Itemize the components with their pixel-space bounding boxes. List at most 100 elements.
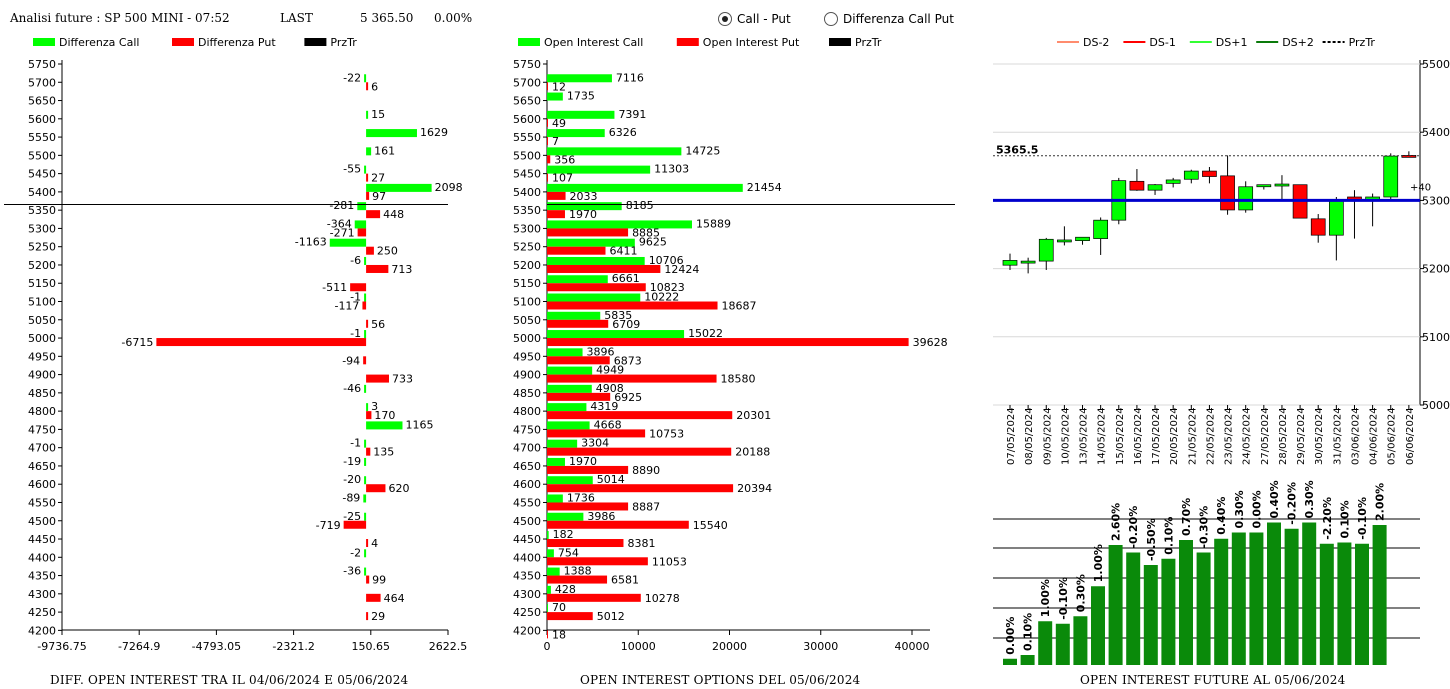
- call-diff-bar: [364, 457, 367, 466]
- call-diff-bar: [364, 384, 367, 393]
- call-diff-label: -36: [343, 565, 361, 578]
- date-label: 31/05/2024: [1332, 407, 1343, 465]
- candle-body: [1383, 155, 1399, 198]
- call-oi-bar: [547, 512, 584, 521]
- put-diff-bar: [366, 539, 369, 548]
- call-oi-label: 7116: [616, 71, 644, 84]
- y-tick-label: 4300: [513, 588, 541, 601]
- put-oi-label: 20394: [737, 482, 772, 495]
- future-oi-bar: [1196, 552, 1211, 665]
- put-oi-label: 12: [552, 80, 566, 93]
- y-tick-label: 5100: [513, 296, 541, 309]
- y-tick-label: 4750: [28, 423, 56, 436]
- legend-label: Open Interest Put: [703, 36, 800, 49]
- header-title: Analisi future : SP 500 MINI - 07:52: [10, 11, 230, 25]
- y-tick-label: 5350: [513, 204, 541, 217]
- put-diff-bar: [350, 283, 367, 292]
- radio-diff-label: Differenza Call Put: [843, 12, 954, 26]
- call-diff-label: -19: [343, 455, 361, 468]
- call-diff-bar: [364, 330, 367, 339]
- call-diff-bar: [364, 293, 367, 302]
- date-label: 28/05/2024: [1278, 407, 1289, 465]
- future-oi-label: 0.70%: [1180, 498, 1193, 536]
- legend-label: Differenza Call: [59, 36, 139, 49]
- put-oi-label: 6925: [614, 391, 642, 404]
- put-diff-label: 97: [372, 190, 386, 203]
- candle-body: [1183, 170, 1199, 180]
- candle-body: [1165, 179, 1181, 184]
- future-oi-label: -0.10%: [1057, 577, 1070, 620]
- call-diff-label: -1: [350, 327, 361, 340]
- future-oi-bar: [1108, 545, 1123, 665]
- put-oi-bar: [547, 137, 548, 146]
- candle-body: [1075, 236, 1090, 241]
- y-tick-label: 4850: [28, 387, 56, 400]
- date-label: 09/05/2024: [1042, 407, 1053, 465]
- date-label: 24/05/2024: [1242, 407, 1253, 465]
- future-oi-bar: [1372, 525, 1387, 665]
- call-diff-label: 1629: [420, 126, 448, 139]
- candle-body: [1129, 180, 1145, 191]
- footer-left: DIFF. OPEN INTEREST TRA IL 04/06/2024 E …: [50, 673, 409, 687]
- put-diff-label: 4: [371, 537, 378, 550]
- call-oi-label: 182: [553, 528, 574, 541]
- y-tick-label: 4550: [513, 496, 541, 509]
- y-tick-label: 5400: [1422, 126, 1450, 139]
- x-tick-label: 0: [544, 640, 551, 653]
- radio-call-put[interactable]: Call - Put: [718, 12, 791, 26]
- y-tick-label: 5450: [513, 168, 541, 181]
- call-oi-bar: [547, 476, 593, 485]
- put-oi-bar: [547, 319, 609, 328]
- call-diff-label: -22: [343, 71, 361, 84]
- y-tick-label: 4300: [28, 588, 56, 601]
- future-oi-bar: [1091, 586, 1105, 665]
- date-label: 03/06/2024: [1350, 407, 1361, 465]
- put-oi-label: 6411: [610, 245, 638, 258]
- put-oi-bar: [547, 447, 732, 456]
- call-oi-bar: [547, 293, 641, 302]
- put-diff-bar: [366, 447, 371, 456]
- put-oi-bar: [547, 484, 734, 493]
- call-oi-label: 15022: [688, 327, 723, 340]
- y-tick-label: 4950: [513, 350, 541, 363]
- put-oi-bar: [547, 630, 548, 639]
- put-diff-label: 6: [371, 80, 378, 93]
- y-tick-label: 5500: [1422, 58, 1450, 71]
- y-tick-label: 5000: [1422, 399, 1450, 412]
- y-tick-label: 5250: [513, 241, 541, 254]
- call-oi-bar: [547, 275, 608, 284]
- put-oi-label: 49: [552, 117, 566, 130]
- put-oi-bar: [547, 246, 606, 255]
- call-oi-label: 10706: [649, 254, 684, 267]
- legend-label: PrzTr: [1349, 36, 1376, 49]
- radio-call-put-label: Call - Put: [737, 12, 791, 26]
- date-label: 20/05/2024: [1169, 407, 1180, 465]
- call-diff-bar: [366, 110, 369, 119]
- put-oi-bar: [547, 264, 661, 273]
- y-tick-label: 4900: [513, 369, 541, 382]
- legend-label: PrzTr: [855, 36, 882, 49]
- put-oi-label: 12424: [664, 263, 699, 276]
- y-tick-label: 4200: [28, 624, 56, 637]
- put-oi-label: 10753: [649, 427, 684, 440]
- put-oi-label: 6581: [611, 574, 639, 587]
- put-diff-bar: [366, 593, 381, 602]
- future-oi-bar: [1038, 621, 1053, 665]
- call-oi-label: 4319: [590, 400, 618, 413]
- call-oi-label: 754: [558, 546, 579, 559]
- date-label: 06/06/2024: [1405, 407, 1416, 465]
- put-diff-label: -94: [342, 354, 360, 367]
- date-label: 15/05/2024: [1115, 407, 1126, 465]
- y-tick-label: 4850: [513, 387, 541, 400]
- call-diff-label: -364: [327, 217, 352, 230]
- call-oi-bar: [547, 457, 565, 466]
- y-tick-label: 5750: [28, 58, 56, 71]
- put-oi-label: 356: [554, 153, 575, 166]
- call-oi-label: 1388: [564, 565, 592, 578]
- call-oi-label: 4908: [596, 382, 624, 395]
- y-tick-label: 5250: [28, 241, 56, 254]
- future-oi-label: 0.40%: [1215, 497, 1228, 535]
- candle-body: [1202, 170, 1217, 177]
- radio-diff-call-put[interactable]: Differenza Call Put: [824, 12, 954, 26]
- y-tick-label: 5700: [28, 76, 56, 89]
